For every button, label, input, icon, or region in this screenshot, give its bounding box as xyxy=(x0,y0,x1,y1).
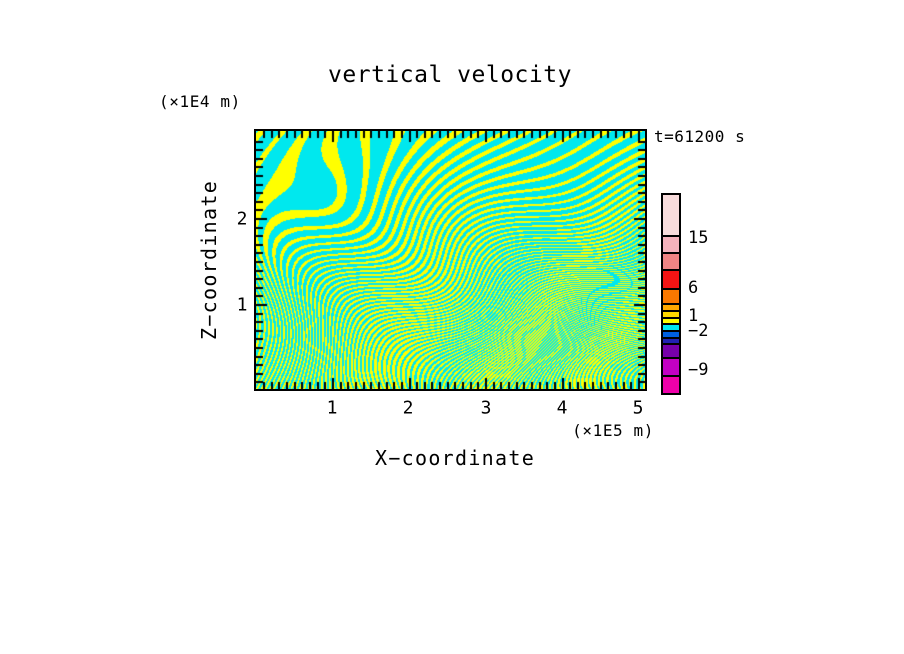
x-tick-label-1: 1 xyxy=(326,397,338,419)
colorbar-level-label-6: 6 xyxy=(688,278,699,298)
colorbar xyxy=(661,193,681,395)
colorbar-level-label-1: 1 xyxy=(688,306,699,326)
colorbar-level-label-−9: −9 xyxy=(688,360,709,380)
x-axis-title: X−coordinate xyxy=(374,446,536,470)
colorbar-level-label-15: 15 xyxy=(688,228,709,248)
colorbar-segment-13 xyxy=(663,375,679,393)
colorbar-segment-5 xyxy=(663,303,679,310)
colorbar-segment-6 xyxy=(663,310,679,317)
colorbar-segment-9 xyxy=(663,330,679,337)
colorbar-segment-7 xyxy=(663,317,679,323)
y-axis-title: Z−coordinate xyxy=(197,179,221,341)
x-axis-units-label: (×1E5 m) xyxy=(572,421,654,440)
colorbar-segment-8 xyxy=(663,323,679,330)
x-tick-label-3: 3 xyxy=(480,397,492,419)
colorbar-segment-12 xyxy=(663,357,679,375)
heatmap-canvas xyxy=(254,129,647,391)
timestamp-label: t=61200 s xyxy=(654,127,746,146)
x-tick-label-2: 2 xyxy=(402,397,414,419)
y-tick-label-2: 2 xyxy=(236,208,248,230)
colorbar-segment-10 xyxy=(663,337,679,343)
colorbar-segment-2 xyxy=(663,252,679,269)
colorbar-segment-0 xyxy=(663,195,679,235)
colorbar-segment-1 xyxy=(663,235,679,252)
y-axis-units-label: (×1E4 m) xyxy=(159,92,241,111)
x-tick-label-4: 4 xyxy=(556,397,568,419)
colorbar-segment-3 xyxy=(663,269,679,288)
plot-title: vertical velocity xyxy=(328,62,572,88)
colorbar-segment-4 xyxy=(663,288,679,303)
y-tick-label-1: 1 xyxy=(236,294,248,316)
colorbar-segment-11 xyxy=(663,343,679,357)
x-tick-label-5: 5 xyxy=(632,397,644,419)
colorbar-level-label-−2: −2 xyxy=(688,321,709,341)
